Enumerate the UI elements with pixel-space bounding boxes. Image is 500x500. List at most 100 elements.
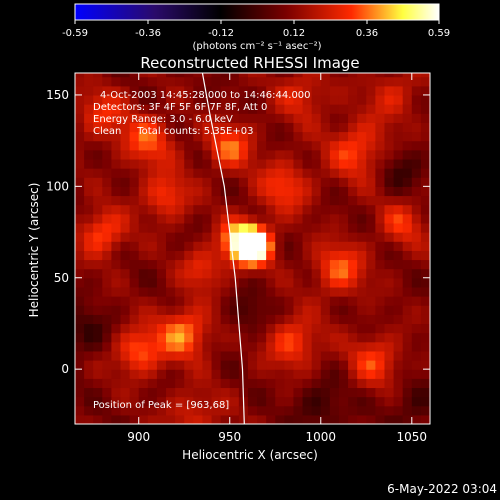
- heatmap-cell: [202, 213, 213, 224]
- heatmap-cell: [375, 140, 386, 151]
- heatmap-cell: [348, 268, 358, 279]
- annotation-energy: Energy Range: 3.0 - 6.0 keV: [93, 114, 233, 125]
- heatmap-cell: [229, 131, 240, 142]
- heatmap-cell: [329, 73, 340, 78]
- heatmap-cell: [338, 232, 349, 242]
- heatmap-cell: [411, 113, 422, 123]
- heatmap-cell: [338, 204, 349, 215]
- heatmap-cell: [229, 396, 240, 407]
- heatmap-cell: [257, 314, 267, 325]
- heatmap-cell: [175, 204, 185, 215]
- heatmap-cell: [120, 277, 131, 288]
- heatmap-cell: [202, 369, 213, 379]
- heatmap-cell: [266, 350, 276, 361]
- heatmap-cell: [329, 94, 340, 105]
- heatmap-cell: [366, 296, 376, 306]
- heatmap-cell: [120, 387, 131, 398]
- heatmap-cell: [220, 204, 231, 215]
- heatmap-cell: [284, 73, 295, 78]
- heatmap-cell: [84, 232, 94, 242]
- heatmap-cell: [329, 149, 340, 160]
- heatmap-cell: [375, 104, 386, 114]
- heatmap-cell: [284, 149, 295, 160]
- heatmap-cell: [75, 277, 85, 288]
- heatmap-cell: [384, 405, 395, 416]
- heatmap-cell: [238, 104, 249, 114]
- heatmap-cell: [184, 113, 194, 123]
- heatmap-cell: [202, 387, 213, 398]
- heatmap-cell: [211, 286, 222, 297]
- heatmap-cell: [411, 296, 422, 306]
- heatmap-cell: [175, 296, 185, 306]
- heatmap-cell: [84, 149, 94, 160]
- heatmap-cell: [266, 204, 276, 215]
- heatmap-cell: [338, 158, 349, 169]
- heatmap-cell: [393, 177, 404, 187]
- heatmap-cell: [138, 85, 149, 96]
- heatmap-cell: [311, 241, 322, 251]
- x-tick-label: 1000: [305, 430, 336, 444]
- heatmap-cell: [357, 259, 367, 270]
- heatmap-cell: [420, 213, 430, 224]
- heatmap-cell: [156, 259, 167, 270]
- heatmap-cell: [220, 405, 231, 416]
- heatmap-cell: [411, 213, 422, 224]
- colorbar-tick-label: 0.12: [283, 28, 305, 39]
- heatmap-cell: [357, 213, 367, 224]
- heatmap-cell: [275, 122, 285, 133]
- heatmap-cell: [357, 149, 367, 160]
- heatmap-cell: [375, 396, 386, 407]
- heatmap-cell: [111, 387, 122, 398]
- heatmap-cell: [102, 149, 113, 160]
- heatmap-cell: [284, 369, 295, 379]
- heatmap-cell: [184, 323, 194, 334]
- heatmap-cell: [156, 186, 167, 197]
- heatmap-cell: [229, 296, 240, 306]
- heatmap-cell: [402, 168, 413, 178]
- heatmap-cell: [338, 186, 349, 197]
- heatmap-cell: [402, 360, 413, 370]
- heatmap-cell: [302, 73, 313, 78]
- heatmap-cell: [111, 204, 122, 215]
- heatmap-cell: [393, 76, 404, 87]
- heatmap-cell: [156, 296, 167, 306]
- heatmap-cell: [175, 405, 185, 416]
- heatmap-cell: [211, 259, 222, 270]
- heatmap-cell: [129, 414, 140, 424]
- heatmap-cell: [211, 131, 222, 142]
- heatmap-cell: [129, 332, 140, 343]
- heatmap-cell: [393, 277, 404, 288]
- heatmap-cell: [247, 73, 258, 78]
- heatmap-cell: [293, 250, 304, 261]
- heatmap-cell: [75, 369, 85, 379]
- heatmap-cell: [320, 277, 331, 288]
- heatmap-cell: [366, 314, 376, 325]
- heatmap-cell: [329, 168, 340, 178]
- heatmap-cell: [229, 213, 240, 224]
- heatmap-cell: [257, 94, 267, 105]
- heatmap-cell: [166, 241, 176, 251]
- heatmap-cell: [211, 305, 222, 315]
- heatmap-cell: [420, 360, 430, 370]
- heatmap-cell: [320, 232, 331, 242]
- heatmap-cell: [257, 241, 267, 251]
- heatmap-cell: [166, 195, 176, 206]
- heatmap-cell: [166, 305, 176, 315]
- heatmap-cell: [120, 149, 131, 160]
- heatmap-cell: [275, 186, 285, 197]
- heatmap-cell: [338, 122, 349, 133]
- heatmap-cell: [156, 405, 167, 416]
- heatmap-cell: [275, 213, 285, 224]
- heatmap-cell: [138, 140, 149, 151]
- heatmap-cell: [275, 405, 285, 416]
- heatmap-cell: [175, 396, 185, 407]
- heatmap-cell: [384, 204, 395, 215]
- heatmap-cell: [302, 168, 313, 178]
- heatmap-cell: [275, 204, 285, 215]
- heatmap-cell: [420, 350, 430, 361]
- heatmap-cell: [393, 158, 404, 169]
- heatmap-cell: [357, 277, 367, 288]
- heatmap-cell: [193, 131, 204, 142]
- x-tick-label: 1050: [397, 430, 428, 444]
- heatmap-cell: [166, 168, 176, 178]
